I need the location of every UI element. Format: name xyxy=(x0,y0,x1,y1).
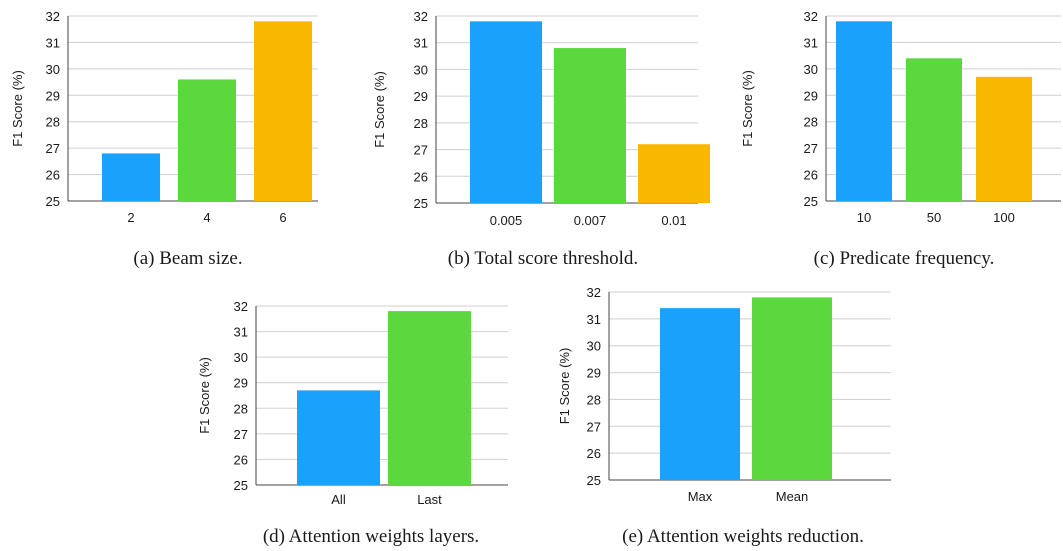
y-tick-label: 29 xyxy=(587,366,601,381)
y-tick-label: 28 xyxy=(234,401,248,416)
x-tick-label: Last xyxy=(417,492,442,507)
y-tick-label: 31 xyxy=(587,312,601,327)
y-axis-label: F1 Score (%) xyxy=(740,70,755,147)
y-tick-label: 25 xyxy=(46,194,60,209)
y-tick-label: 32 xyxy=(804,9,818,24)
bar-0.01 xyxy=(638,144,710,203)
y-tick-label: 30 xyxy=(46,62,60,77)
y-tick-label: 29 xyxy=(46,88,60,103)
y-tick-label: 31 xyxy=(804,35,818,50)
chart-c-svg: 25 26 27 28 29 30 31 32 F1 Score (%) 10 50 100 xyxy=(740,9,1061,225)
y-tick-label: 28 xyxy=(804,115,818,130)
caption-a: (a) Beam size. xyxy=(133,248,243,269)
y-tick-label: 27 xyxy=(804,141,818,156)
x-tick-label: 100 xyxy=(993,210,1015,225)
y-tick-label: 25 xyxy=(414,196,428,211)
y-tick-label: 32 xyxy=(46,9,60,24)
y-tick-label: 25 xyxy=(587,473,601,488)
y-tick-label: 27 xyxy=(414,143,428,158)
y-tick-label: 26 xyxy=(587,446,601,461)
chart-e-svg: 25 26 27 28 29 30 31 32 F1 Score (%) Max Mean xyxy=(557,285,891,504)
bar-max xyxy=(660,308,740,480)
y-tick-label: 31 xyxy=(414,36,428,51)
y-tick-label: 26 xyxy=(234,452,248,467)
y-axis-label: F1 Score (%) xyxy=(10,70,25,147)
x-tick-label: 10 xyxy=(857,210,871,225)
y-tick-label: 30 xyxy=(587,339,601,354)
x-tick-label: 2 xyxy=(127,210,134,225)
chart-a: 25 26 27 28 29 30 31 32 F1 Score (%) 2 4 6 xyxy=(0,0,320,240)
bar-last xyxy=(388,311,471,485)
y-axis-label: F1 Score (%) xyxy=(372,71,387,148)
y-axis-label: F1 Score (%) xyxy=(557,348,572,425)
y-tick-label: 32 xyxy=(587,285,601,300)
y-tick-label: 29 xyxy=(804,88,818,103)
x-tick-label: Mean xyxy=(776,489,809,504)
y-tick-label: 27 xyxy=(587,419,601,434)
x-tick-label: 50 xyxy=(927,210,941,225)
y-axis-label: F1 Score (%) xyxy=(197,357,212,434)
y-tick-label: 28 xyxy=(46,115,60,130)
y-tick-label: 28 xyxy=(414,116,428,131)
x-tick-label: 6 xyxy=(279,210,286,225)
bar-0.005 xyxy=(470,21,542,203)
y-tick-label: 29 xyxy=(234,376,248,391)
x-tick-label: Max xyxy=(688,489,713,504)
x-tick-label: 0.007 xyxy=(574,213,607,228)
chart-c: 25 26 27 28 29 30 31 32 F1 Score (%) 10 50 100 xyxy=(740,0,1063,240)
bar-6 xyxy=(254,21,312,201)
y-tick-label: 26 xyxy=(414,169,428,184)
y-tick-label: 30 xyxy=(414,62,428,77)
y-tick-label: 30 xyxy=(804,62,818,77)
bar-50 xyxy=(906,58,962,202)
chart-d: 25 26 27 28 29 30 31 32 F1 Score (%) All Last xyxy=(190,285,510,525)
y-tick-label: 32 xyxy=(414,9,428,24)
y-tick-label: 31 xyxy=(234,325,248,340)
y-tick-label: 31 xyxy=(46,35,60,50)
y-tick-label: 25 xyxy=(804,194,818,209)
y-tick-label: 30 xyxy=(234,350,248,365)
bar-100 xyxy=(976,76,1032,201)
bar-10 xyxy=(836,21,892,201)
chart-b-svg: 25 26 27 28 29 30 31 32 F1 Score (%) 0.005 0.007 0.… xyxy=(372,9,710,228)
caption-d: (d) Attention weights layers. xyxy=(262,526,480,547)
x-tick-label: 4 xyxy=(203,210,210,225)
y-tick-label: 27 xyxy=(46,141,60,156)
bar-mean xyxy=(752,297,832,480)
bar-0.007 xyxy=(554,48,626,203)
bar-2 xyxy=(102,153,160,201)
caption-b: (b) Total score threshold. xyxy=(447,248,639,269)
y-tick-label: 26 xyxy=(46,168,60,183)
bar-4 xyxy=(178,79,236,201)
x-tick-label: All xyxy=(331,492,346,507)
y-tick-label: 29 xyxy=(414,89,428,104)
caption-e: (e) Attention weights reduction. xyxy=(622,526,864,547)
caption-c: (c) Predicate frequency. xyxy=(813,248,995,269)
y-tick-label: 25 xyxy=(234,478,248,493)
y-tick-label: 32 xyxy=(234,299,248,314)
x-tick-label: 0.005 xyxy=(490,213,523,228)
y-tick-label: 26 xyxy=(804,168,818,183)
y-tick-label: 28 xyxy=(587,392,601,407)
x-tick-label: 0.01 xyxy=(661,213,686,228)
chart-b: 25 26 27 28 29 30 31 32 F1 Score (%) 0.005 0.007 0.… xyxy=(370,0,710,240)
chart-a-svg: 25 26 27 28 29 30 31 32 F1 Score (%) 2 4 6 xyxy=(10,9,318,225)
y-tick-label: 27 xyxy=(234,427,248,442)
chart-d-svg: 25 26 27 28 29 30 31 32 F1 Score (%) All Last xyxy=(197,299,508,507)
chart-e: 25 26 27 28 29 30 31 32 F1 Score (%) Max Mean xyxy=(545,270,895,520)
bar-all xyxy=(297,390,380,485)
